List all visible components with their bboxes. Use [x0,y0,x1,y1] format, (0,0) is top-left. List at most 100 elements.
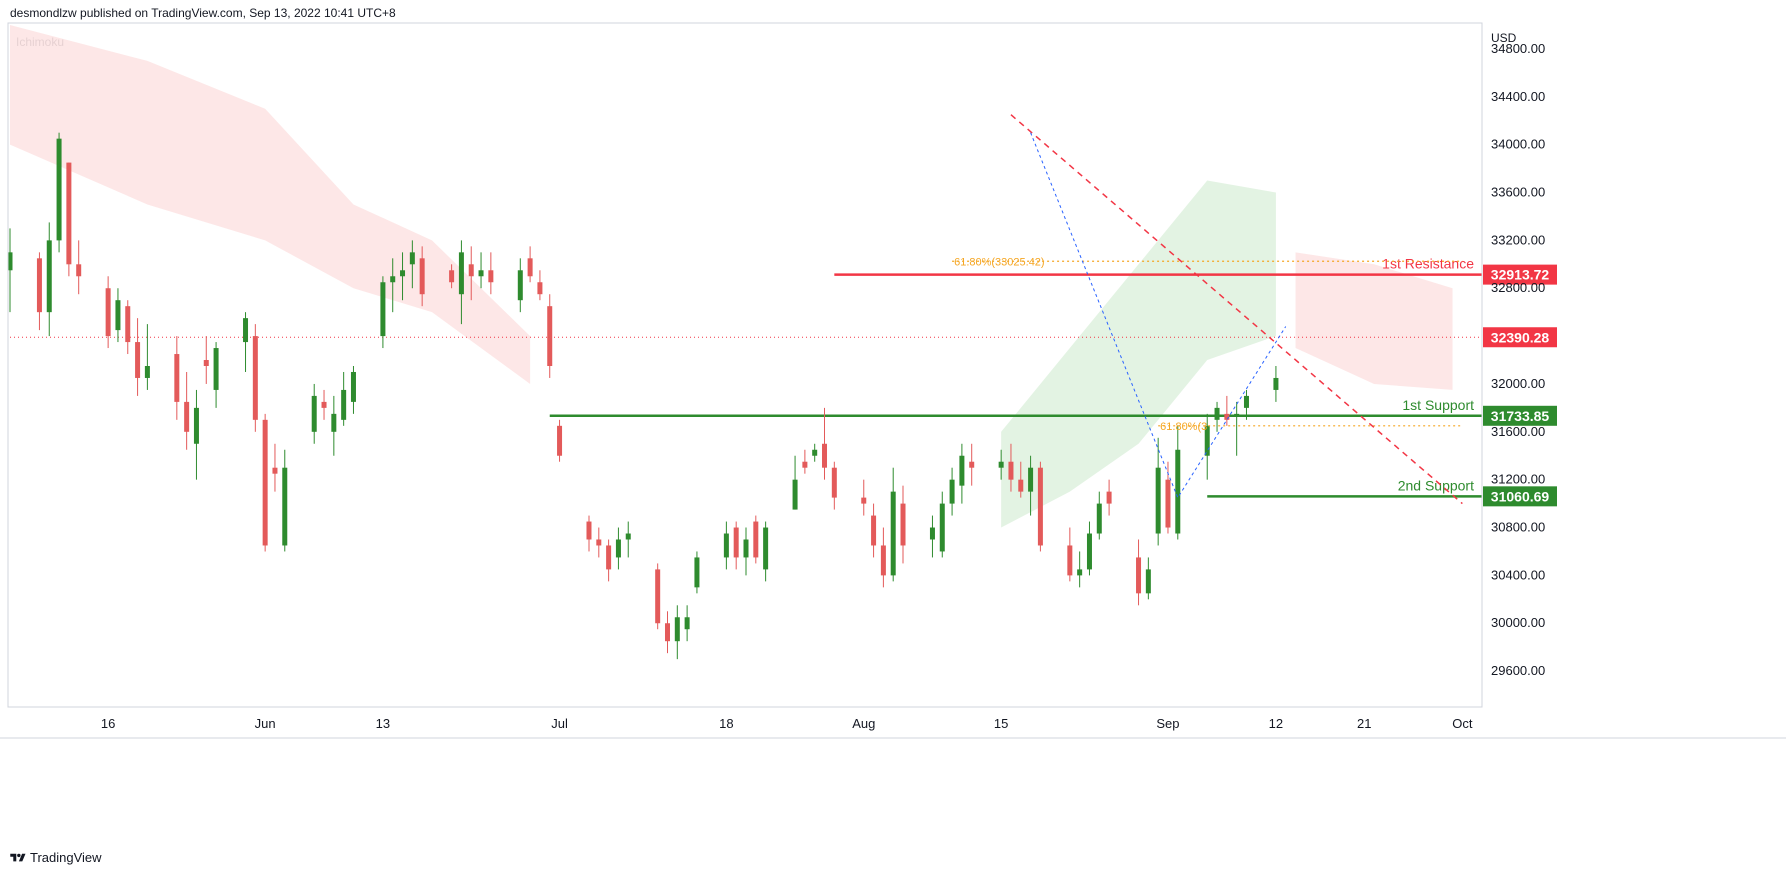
y-tick-label: 33200.00 [1491,232,1545,247]
candle-body [939,503,945,552]
candle [135,318,141,396]
candle-body [753,521,759,558]
cloud-bearish-future [1295,252,1453,390]
candle [36,252,42,331]
x-tick-label: 21 [1357,716,1371,731]
candle-body [763,527,769,570]
candle [390,258,396,313]
candle [1067,527,1073,582]
candle [929,515,935,558]
candle-body [900,503,906,546]
candle [1086,521,1092,576]
y-tick-label: 30400.00 [1491,567,1545,582]
candle [184,371,190,450]
y-tick-label: 33600.00 [1491,185,1545,200]
candle-body [56,138,62,241]
tradingview-logo-icon [10,853,26,861]
candle-body [674,617,680,642]
candle [243,312,249,372]
candle [1145,557,1151,600]
candle-body [1155,467,1161,534]
candle [7,228,13,313]
level-name: 2nd Support [1398,477,1474,493]
candle-body [478,270,484,277]
candle [1077,551,1083,588]
candle [409,240,415,289]
swing-leg-line [1030,132,1287,499]
candle-body [76,264,82,277]
candle-body [468,264,474,277]
level-price-label: 32913.72 [1491,267,1550,283]
level-name: 1st Support [1402,397,1474,413]
y-tick-label: 31600.00 [1491,424,1545,439]
candle-body [1145,569,1151,594]
cloud-bearish [10,25,531,384]
candle [1008,443,1014,492]
candle [586,515,592,552]
candle [1234,401,1240,456]
candle-body [1234,413,1240,415]
candle [596,527,602,558]
level-name: 1st Resistance [1382,256,1474,272]
candle [547,294,553,378]
candle [488,252,494,295]
candle [1037,461,1043,552]
x-tick-label: Sep [1156,716,1179,731]
candle [831,461,837,510]
candle [890,467,896,582]
x-tick-label: 13 [376,716,390,731]
candle-body [743,539,749,558]
y-tick-label: 31200.00 [1491,472,1545,487]
candle [419,246,425,307]
candle-body [998,461,1004,468]
candle-body [822,443,828,468]
cloud-bullish [1001,180,1276,528]
candle-body [625,533,631,540]
candle [655,563,661,630]
candle [76,240,82,295]
candle-body [1214,407,1220,420]
candle [998,449,1004,480]
candle-body [547,306,553,366]
candle-body [1037,467,1043,546]
candle-body [174,354,180,402]
price-chart[interactable]: 1st Resistance 32913.72 1st Support 31733.8… [0,0,1786,840]
candle-body [321,401,327,408]
candle [733,521,739,570]
x-tick-label: 15 [994,716,1008,731]
candle [880,527,886,588]
candle-body [350,371,356,402]
candle [1018,461,1024,498]
candle [861,479,867,516]
y-tick-label: 34400.00 [1491,89,1545,104]
footer[interactable]: TradingView [10,850,102,865]
candle [939,491,945,558]
candle [753,515,759,564]
candle [66,162,72,277]
y-tick-label: 30000.00 [1491,615,1545,630]
candle-body [262,419,268,546]
candle [174,336,180,420]
candle-body [1273,377,1279,390]
candle-body [125,306,131,343]
candle [557,419,563,462]
candle [763,521,769,582]
candle-body [419,258,425,295]
candle-body [890,491,896,576]
x-tick-label: Jun [255,716,276,731]
candle-body [282,467,288,546]
candle [105,276,111,349]
candle-body [557,425,563,456]
level-price-label: 31733.85 [1491,408,1550,424]
candle [900,485,906,564]
candle-body [1086,533,1092,570]
candle-body [272,467,278,474]
candle [115,288,121,343]
candle-body [861,497,867,504]
candle-body [7,252,13,271]
candle [802,449,808,474]
candle-body [449,270,455,283]
candle [1096,491,1102,540]
candle-body [115,300,121,331]
candle-body [390,276,396,283]
